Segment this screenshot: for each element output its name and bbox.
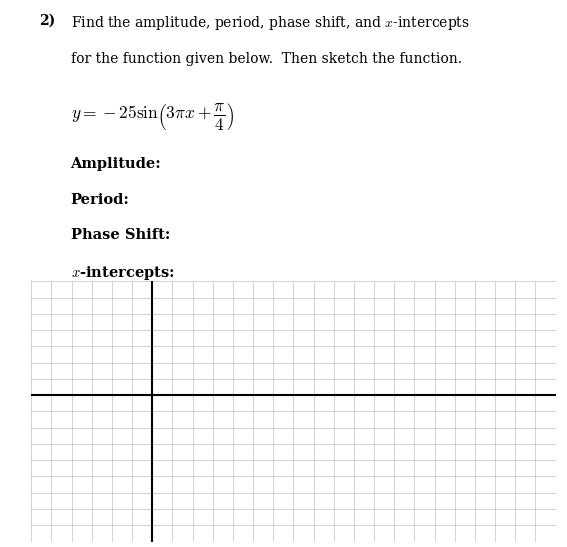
- Text: 2): 2): [39, 14, 56, 28]
- Text: $y = -25\sin\!\left(3\pi x + \dfrac{\pi}{4}\right)$: $y = -25\sin\!\left(3\pi x + \dfrac{\pi}…: [70, 101, 234, 132]
- Text: Find the amplitude, period, phase shift, and $x$-intercepts: Find the amplitude, period, phase shift,…: [70, 14, 469, 32]
- Text: Phase Shift:: Phase Shift:: [70, 228, 170, 242]
- Text: Period:: Period:: [70, 193, 129, 207]
- Text: Amplitude:: Amplitude:: [70, 157, 161, 171]
- Text: for the function given below.  Then sketch the function.: for the function given below. Then sketc…: [70, 52, 462, 66]
- Text: $x$-intercepts:: $x$-intercepts:: [70, 264, 175, 282]
